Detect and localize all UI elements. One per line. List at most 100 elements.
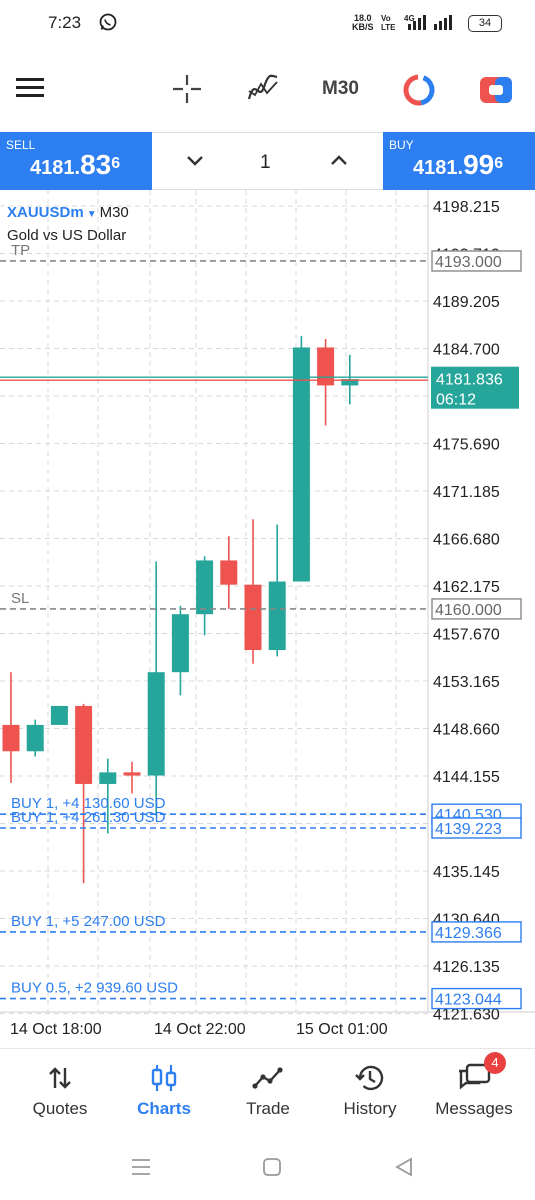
order-price-tag: [431, 817, 522, 839]
nav-charts-label: Charts: [137, 1099, 191, 1118]
current-price-label: 4181.836: [436, 372, 503, 389]
tp-label: TP: [11, 242, 30, 259]
price-axis-label: 4148.660: [433, 722, 500, 739]
charts-icon: [114, 1059, 214, 1097]
candle-bullish: [341, 379, 359, 386]
one-click-trade-panel: SELL 4181.836 1 BUY 4181.996: [0, 132, 535, 190]
price-axis-label: 4175.690: [433, 437, 500, 454]
nav-messages-label: Messages: [435, 1099, 513, 1118]
candle-bearish: [2, 724, 20, 752]
sell-price-sup: 6: [111, 155, 121, 172]
indicators-icon[interactable]: [246, 72, 280, 109]
candle-bullish: [26, 724, 44, 752]
nav-history-label: History: [343, 1099, 397, 1118]
quotes-icon: [10, 1059, 110, 1097]
candle-bullish: [147, 672, 165, 776]
sell-price-main: 4181.: [30, 157, 81, 179]
order-price-tag: [431, 921, 522, 943]
price-axis-label: 4184.700: [433, 342, 500, 359]
sell-price-big: 83: [80, 149, 112, 180]
objects-icon[interactable]: [402, 73, 436, 112]
candle-bearish: [244, 584, 262, 651]
timeframe-button[interactable]: M30: [322, 78, 359, 99]
home-icon[interactable]: [262, 1157, 282, 1182]
buy-label: BUY: [389, 138, 414, 152]
sell-price: 4181.836: [30, 149, 120, 181]
time-axis-label: 15 Oct 01:00: [296, 1021, 388, 1038]
volume-control: 1: [152, 132, 383, 190]
candle-bullish: [196, 560, 214, 615]
price-chart[interactable]: 4198.2154193.7104189.2054184.7004180.195…: [0, 190, 535, 1042]
clock: 7:23: [48, 13, 82, 32]
speed-value: 18.0: [353, 13, 372, 23]
buy-price-sup: 6: [494, 155, 504, 172]
sl-price-label: 4160.000: [435, 602, 502, 619]
buy-price: 4181.996: [413, 149, 503, 181]
messages-icon: [424, 1059, 524, 1097]
symbol-name[interactable]: XAUUSDm: [7, 204, 84, 221]
menu-icon[interactable]: [16, 76, 44, 103]
candle-bullish: [171, 614, 189, 673]
candle-bullish: [292, 347, 310, 582]
price-axis-label: 4189.205: [433, 294, 500, 311]
price-axis-label: 4171.185: [433, 484, 500, 501]
symbol-dropdown-icon[interactable]: ▼: [86, 209, 97, 220]
whatsapp-icon: [98, 12, 118, 37]
symbol-description: Gold vs US Dollar: [7, 227, 127, 244]
status-bar: 7:23 18.0 KB/S Vo LTE 4G 34: [0, 0, 535, 48]
order-label: BUY 1, +4 261.30 USD: [11, 809, 166, 826]
chart-symbol[interactable]: XAUUSDm ▼ M30: [7, 204, 129, 221]
time-axis-label: 14 Oct 18:00: [10, 1021, 102, 1038]
price-axis-label: 4198.215: [433, 199, 500, 216]
nav-trade[interactable]: Trade: [218, 1059, 318, 1119]
history-icon: [320, 1059, 420, 1097]
sl-price-tag: [431, 598, 522, 620]
back-icon[interactable]: [394, 1157, 414, 1182]
trade-icon: [218, 1059, 318, 1097]
order-label: BUY 0.5, +2 939.60 USD: [11, 980, 178, 997]
nav-trade-label: Trade: [246, 1099, 290, 1118]
battery-icon: 34: [468, 15, 502, 32]
volte-top: Vo: [381, 14, 391, 23]
messages-badge: 4: [484, 1052, 506, 1074]
volume-increase-icon[interactable]: [328, 149, 350, 176]
chart-settings-icon[interactable]: [479, 75, 513, 110]
tp-price-label: 4193.000: [435, 254, 502, 271]
sl-label: SL: [11, 590, 29, 607]
volume-value[interactable]: 1: [260, 152, 271, 173]
nav-quotes-label: Quotes: [32, 1099, 88, 1118]
volume-decrease-icon[interactable]: [184, 149, 206, 176]
recents-icon[interactable]: [131, 1158, 151, 1181]
candle-bearish: [75, 705, 93, 784]
price-axis-label: 4166.680: [433, 532, 500, 549]
candle-bullish: [50, 705, 68, 725]
order-label: BUY 1, +4 130.60 USD: [11, 795, 166, 812]
price-axis-label: 4144.155: [433, 769, 500, 786]
crosshair-icon[interactable]: [172, 74, 202, 109]
nav-history[interactable]: History: [320, 1059, 420, 1119]
chart-toolbar: M30: [0, 62, 535, 118]
price-axis-label: 4135.145: [433, 864, 500, 881]
price-axis-label: 4126.135: [433, 959, 500, 976]
buy-button[interactable]: BUY 4181.996: [383, 132, 535, 190]
price-axis-label: 4157.670: [433, 627, 500, 644]
system-navigation: [0, 1140, 535, 1200]
candle-bullish: [268, 581, 286, 651]
order-price-tag: [431, 987, 522, 1010]
sell-label: SELL: [6, 138, 36, 152]
candle-bearish: [123, 772, 141, 776]
nav-quotes[interactable]: Quotes: [10, 1059, 110, 1119]
candle-bearish: [317, 347, 335, 386]
nav-charts[interactable]: Charts: [114, 1059, 214, 1119]
bar-countdown-label: 06:12: [436, 392, 476, 409]
chart-canvas[interactable]: 4198.2154193.7104189.2054184.7004180.195…: [0, 190, 535, 1042]
network-speed: 18.0 KB/S: [352, 14, 374, 32]
order-price-label: 4129.366: [435, 925, 502, 942]
nav-messages[interactable]: Messages: [424, 1059, 524, 1119]
price-axis-label: 4162.175: [433, 579, 500, 596]
buy-price-main: 4181.: [413, 157, 464, 179]
sell-button[interactable]: SELL 4181.836: [0, 132, 152, 190]
bottom-navigation: Quotes Charts Trade History Messages: [0, 1048, 535, 1138]
price-axis-label: 4153.165: [433, 674, 500, 691]
price-axis-label: 4121.630: [433, 1007, 500, 1024]
